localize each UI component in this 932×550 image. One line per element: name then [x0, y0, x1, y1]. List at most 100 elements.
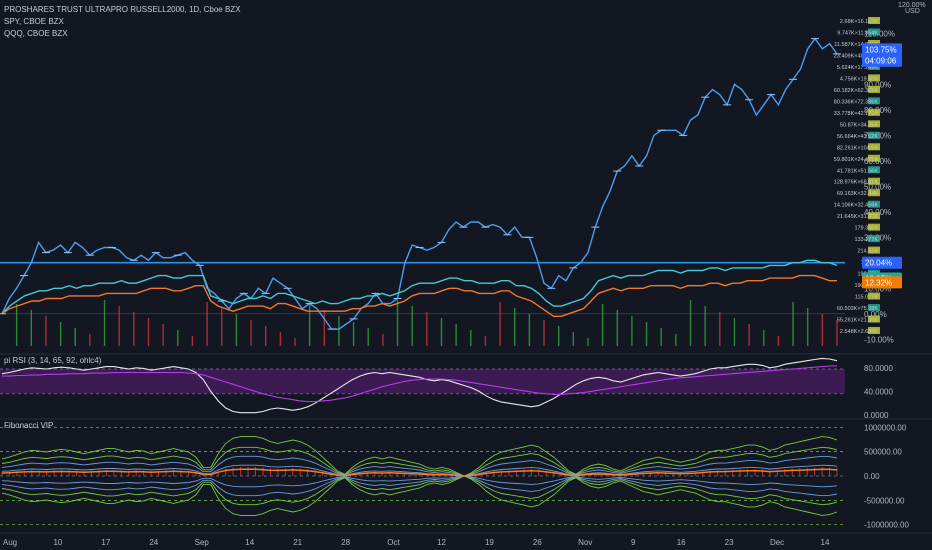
- fib-upper-band: [1, 455, 838, 477]
- time-axis-tick: Nov: [578, 538, 592, 547]
- price-axis-tick: 10.00%: [864, 284, 891, 293]
- volume-profile-label: 11.587K×14.809K: [834, 42, 878, 48]
- price-label-text: 20.04%: [865, 259, 892, 268]
- volume-profile-label: 55.261K×21.05K: [837, 318, 878, 324]
- volume-profile-bar: [868, 246, 880, 254]
- volume-profile-bar: [868, 120, 880, 128]
- volume-profile-label: 2.548K×2.634K: [840, 329, 878, 335]
- rsi-band: [0, 368, 845, 394]
- volume-profile-bar: [868, 166, 880, 174]
- rsi-axis-tick: 80.0000: [864, 364, 893, 373]
- time-axis-tick: 14: [821, 538, 830, 547]
- time-axis-tick: 12: [437, 538, 446, 547]
- volume-profile-label: 23.409K×48.193K: [834, 53, 879, 59]
- fib-lower-band: [1, 475, 838, 497]
- volume-profile-label: 9.747K×11.854K: [837, 30, 878, 36]
- price-label-badge: [862, 276, 902, 289]
- time-axis-tick: Dec: [770, 538, 784, 547]
- time-axis-tick: Sep: [195, 538, 210, 547]
- rsi-axis-tick: 0.0000: [864, 411, 889, 420]
- volume-profile-bar: [868, 292, 880, 300]
- volume-profile-bar: [868, 200, 880, 208]
- time-axis-tick: 14: [245, 538, 254, 547]
- fib-lower-band: [1, 475, 838, 516]
- volume-profile-bar: [868, 154, 880, 162]
- fib-axis-tick: -1000000.00: [864, 521, 909, 530]
- volume-profile-label: 115.077K: [855, 295, 878, 301]
- volume-profile-bar: [868, 177, 880, 185]
- fib-axis-tick: 1000000.00: [864, 423, 907, 432]
- volume-profile-label: 80.336K×72.395K: [834, 99, 879, 105]
- volume-profile-label: 5.624K×17.249K: [837, 65, 878, 71]
- fib-lower-band: [1, 475, 838, 488]
- time-axis-tick: 21: [293, 538, 302, 547]
- volume-profile-bar: [868, 223, 880, 231]
- time-axis-tick: 9: [631, 538, 636, 547]
- volume-profile-label: 69.163K×32.44K: [837, 191, 878, 197]
- time-axis-tick: 28: [341, 538, 350, 547]
- price-label-text: 103.75%: [865, 45, 897, 54]
- volume-profile-bar: [868, 189, 880, 197]
- volume-profile-bar: [868, 28, 880, 36]
- fib-axis-tick: 500000.00: [864, 448, 902, 457]
- volume-profile-label: 82.261K×104.5K: [837, 145, 878, 151]
- qqq-line: [1, 274, 837, 317]
- time-axis-tick: 17: [101, 538, 110, 547]
- volume-profile-bar: [868, 131, 880, 139]
- price-axis-top-label: 120.00%: [898, 2, 926, 9]
- volume-profile-label: 21.645K×31.60K: [837, 214, 878, 220]
- spy-line: [1, 259, 838, 315]
- volume-profile-label: 41.781K×51.56K: [837, 168, 878, 174]
- volume-profile-bar: [868, 212, 880, 220]
- price-label-text: 12.32%: [865, 278, 892, 287]
- volume-profile-bar: [868, 97, 880, 105]
- volume-profile-label: 4.756K×19.50K: [840, 76, 878, 82]
- volume-profile-label: 56.664K×43.92K: [837, 134, 878, 140]
- time-axis-tick: 24: [149, 538, 158, 547]
- time-axis-tick: Aug: [3, 538, 17, 547]
- time-axis-tick: 19: [485, 538, 494, 547]
- volume-profile-label: 59.801K×24.472K: [834, 157, 879, 163]
- volume-profile-bar: [868, 304, 880, 312]
- volume-profile-bar: [868, 143, 880, 151]
- fib-upper-band: [1, 436, 838, 477]
- price-axis-tick: 50.00%: [864, 182, 891, 191]
- fib-upper-band: [1, 446, 838, 477]
- volume-profile-label: 60.503K×75.38K: [837, 306, 878, 312]
- volume-profile-label: 128.976K×68.81K: [834, 180, 879, 186]
- fib-center-line: [1, 468, 838, 477]
- volume-profile-label: 60.182K×62.365K: [834, 88, 879, 94]
- volume-profile-label: 33.778K×42.172K: [834, 111, 879, 117]
- price-axis-tick: 0.00%: [864, 310, 887, 319]
- price-label-badge: [862, 256, 902, 269]
- price-label-badge: [862, 43, 902, 56]
- price-axis-tick: -10.00%: [864, 335, 894, 344]
- rsi-axis-tick: 40.0000: [864, 387, 893, 396]
- fib-lower-band: [1, 475, 838, 506]
- price-axis-unit: USD: [905, 8, 920, 15]
- rsi-legend: pi RSI (3, 14, 65, 92, ohlc4): [4, 356, 102, 365]
- rsi-signal-line: [2, 365, 837, 403]
- volume-profile-label: 2.68K×16.103K: [840, 19, 878, 25]
- volume-profile-label: 14.106K×32.458K: [834, 203, 879, 209]
- time-axis-tick: Oct: [387, 538, 400, 547]
- volume-profile-label: 50.87K×34.35K: [840, 122, 878, 128]
- fib-axis-tick: -500000.00: [864, 496, 905, 505]
- fibonacci-legend: Fibonacci VIP: [4, 421, 54, 430]
- volume-profile-bar: [868, 74, 880, 82]
- volume-profile-label: 179.366K: [854, 226, 878, 232]
- rsi-line: [1, 357, 838, 414]
- time-axis-tick: 23: [725, 538, 734, 547]
- time-axis-tick: 10: [53, 538, 62, 547]
- main-symbol-legend: PROSHARES TRUST ULTRAPRO RUSSELL2000, 1D…: [4, 5, 241, 14]
- qqq-legend: QQQ, CBOE BZX: [4, 29, 68, 38]
- volume-profile-label: 214.52K: [858, 249, 879, 255]
- volume-profile-label: 133.177K: [854, 237, 878, 243]
- volume-profile-bar: [868, 315, 880, 323]
- fib-axis-tick: 0.00: [864, 472, 880, 481]
- volume-profile-bar: [868, 235, 880, 243]
- price-axis-tick: 90.00%: [864, 80, 891, 89]
- fib-upper-band: [1, 464, 838, 477]
